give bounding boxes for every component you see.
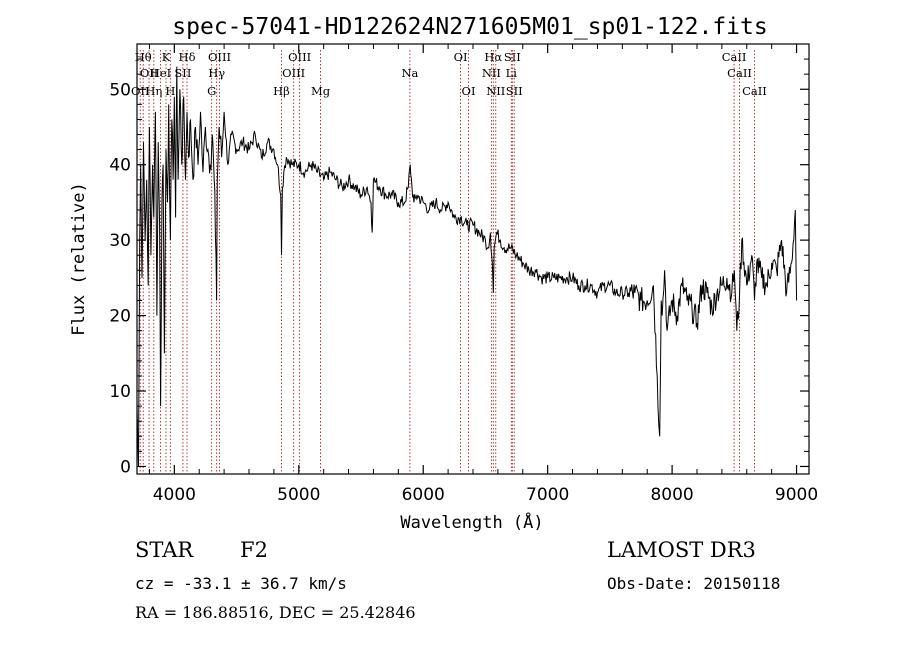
x-axis-ticks: 4000 5000 6000 7000 8000 9000 xyxy=(148,44,818,505)
line-marker-label: Li xyxy=(506,66,518,80)
line-marker-label: OII xyxy=(131,84,150,98)
line-marker-label: OIII xyxy=(282,66,305,80)
line-marker-label: NII xyxy=(486,84,505,98)
y-tick-label: 20 xyxy=(109,307,131,327)
line-marker-label: HeI xyxy=(150,66,171,80)
line-marker-label: Na xyxy=(401,66,418,80)
survey-name: LAMOST DR3 xyxy=(607,538,756,562)
y-tick-label: 40 xyxy=(109,156,131,176)
line-marker-label: H xyxy=(165,84,175,98)
spectrum-series xyxy=(136,66,798,467)
line-marker-label: OI xyxy=(454,50,468,64)
y-axis-label: Flux (relative) xyxy=(69,182,89,336)
line-marker-label: Hβ xyxy=(273,84,290,98)
line-marker-label: Hθ xyxy=(135,50,152,64)
line-marker-label: NII xyxy=(482,66,501,80)
chart-title: spec-57041-HD122624N271605M01_sp01-122.f… xyxy=(172,14,767,40)
line-markers: OIIHθOIIHηHeIKHSIIHδGHγOIIIHβOIIIOIIIMgN… xyxy=(131,50,767,474)
line-marker-label: OI xyxy=(462,84,476,98)
line-marker-label: SII xyxy=(174,66,191,80)
line-marker-label: Hδ xyxy=(179,50,196,64)
line-marker-label: K xyxy=(162,50,171,64)
coordinates: RA = 186.88516, DEC = 25.42846 xyxy=(135,603,416,622)
y-tick-label: 50 xyxy=(109,80,131,100)
line-marker-label: Hη xyxy=(145,84,162,98)
x-axis-label: Wavelength (Å) xyxy=(400,511,543,533)
line-marker-label: CaII xyxy=(722,50,747,64)
spectrum-line xyxy=(136,66,798,467)
y-tick-label: 0 xyxy=(120,457,131,477)
x-tick-label: 7000 xyxy=(526,485,569,505)
x-tick-label: 6000 xyxy=(402,485,445,505)
line-marker-label: SII xyxy=(506,84,523,98)
y-tick-label: 10 xyxy=(109,382,131,402)
line-marker-label: Mg xyxy=(311,84,331,98)
line-marker-label: G xyxy=(207,84,216,98)
line-marker-label: OIII xyxy=(288,50,311,64)
line-marker-label: Hα xyxy=(484,50,502,64)
line-marker-label: OIII xyxy=(208,50,231,64)
redshift-readout: cz = -33.1 ± 36.7 km/s xyxy=(135,574,347,593)
line-marker-label: CaII xyxy=(742,84,767,98)
y-tick-label: 30 xyxy=(109,231,131,251)
x-tick-label: 5000 xyxy=(277,485,320,505)
x-tick-label: 4000 xyxy=(153,485,196,505)
y-axis-ticks: 0 10 20 30 40 50 xyxy=(109,58,809,477)
obs-date: Obs-Date: 20150118 xyxy=(607,574,781,593)
x-tick-label: 9000 xyxy=(775,485,818,505)
line-marker-label: Hγ xyxy=(208,66,225,80)
x-tick-label: 8000 xyxy=(650,485,693,505)
plot-frame xyxy=(136,43,810,475)
line-marker-label: SII xyxy=(504,50,521,64)
object-class: STAR xyxy=(135,538,194,562)
object-subclass: F2 xyxy=(240,538,268,562)
line-marker-label: OII xyxy=(140,66,159,80)
line-marker-label: CaII xyxy=(727,66,752,80)
